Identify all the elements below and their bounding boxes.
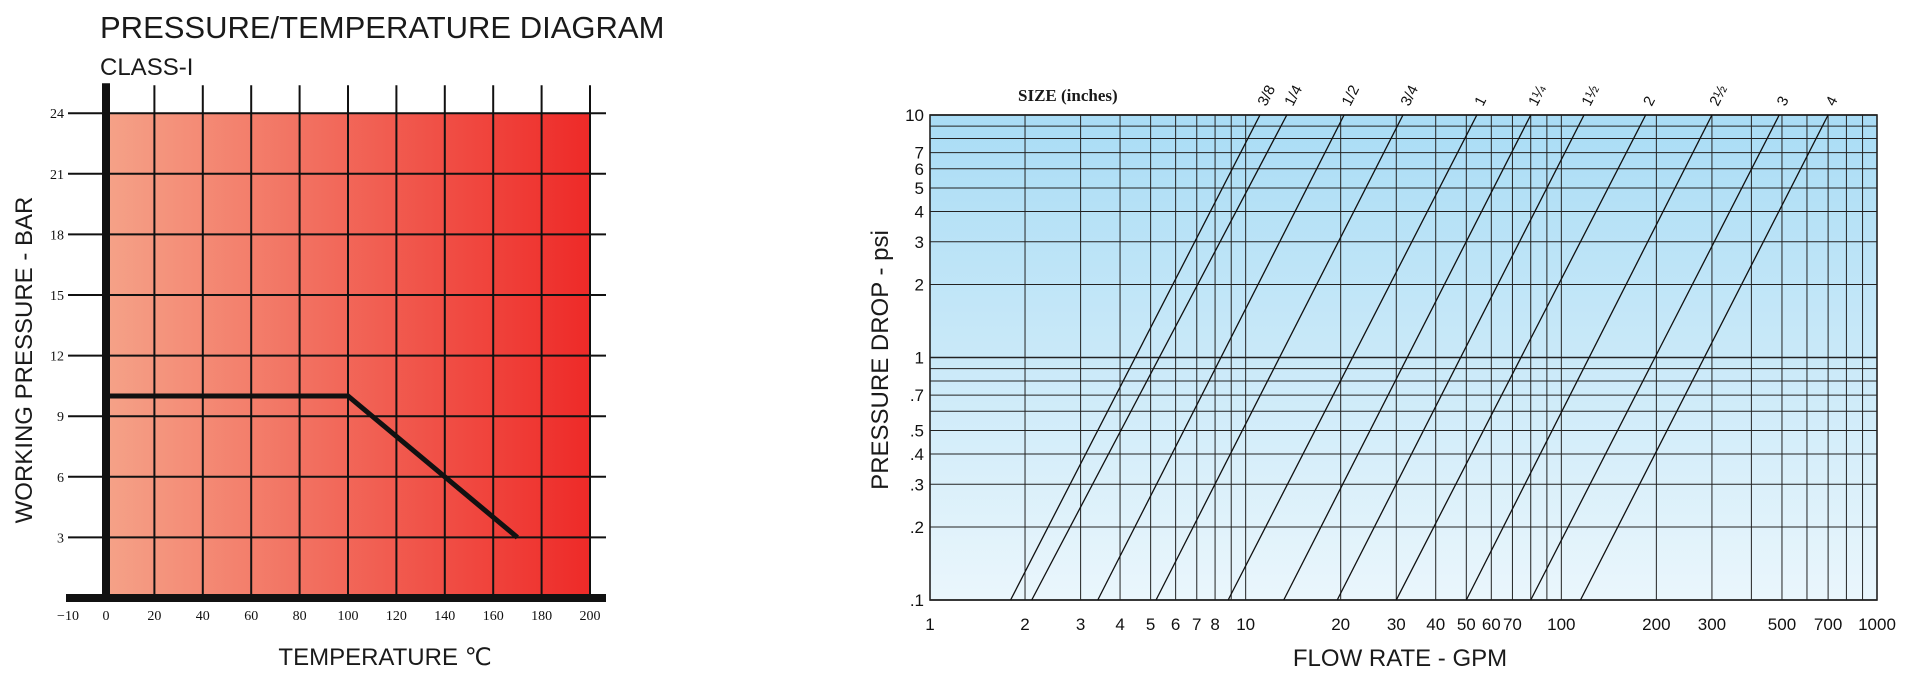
pt-chart: 3 6 9 12 15 18 21 24 −10 0 20 40 60 80 100 120 140 160 180… xyxy=(50,83,606,624)
pd-y-axis-label: PRESSURE DROP - psi xyxy=(867,230,894,490)
pd-x-tick-label: 2 xyxy=(1020,615,1029,634)
pt-x-tick-label: 160 xyxy=(483,609,504,624)
pd-x-tick-label: 10 xyxy=(1236,615,1255,634)
pd-size-line xyxy=(1530,114,1780,601)
pd-x-tick-label: 500 xyxy=(1768,615,1796,634)
pd-x-tick-label: 7 xyxy=(1192,615,1201,634)
pd-y-tick-label: .2 xyxy=(910,518,924,537)
pd-x-tick-label: 100 xyxy=(1547,615,1575,634)
pt-y-tick-label: 18 xyxy=(50,228,64,243)
pd-y-tick-label: 5 xyxy=(915,179,924,198)
pd-size-label: SIZE (inches) xyxy=(1018,86,1118,105)
pd-size-label: 2½ xyxy=(1706,82,1731,109)
pt-x-tick-label: 120 xyxy=(386,609,407,624)
pd-size-line xyxy=(1155,114,1404,601)
pd-size-label: 1 xyxy=(1471,94,1490,109)
pt-y-tick-label: 3 xyxy=(57,531,64,546)
pd-x-tick-label: 300 xyxy=(1698,615,1726,634)
pd-x-tick-label: 6 xyxy=(1171,615,1180,634)
pt-chart-title: PRESSURE/TEMPERATURE DIAGRAM xyxy=(100,10,664,45)
pt-pressure-line xyxy=(106,393,520,540)
pd-size-line xyxy=(1395,114,1647,601)
pd-size-label: 1/2 xyxy=(1338,83,1363,109)
pd-y-tick-label: .5 xyxy=(910,421,924,440)
pt-x-tick-label: 20 xyxy=(147,609,161,624)
pd-size-line xyxy=(1336,114,1585,601)
pd-x-tick-label: 1000 xyxy=(1858,615,1896,634)
pd-x-tick-label: 30 xyxy=(1387,615,1406,634)
pt-x-tick-label: 100 xyxy=(338,609,359,624)
pt-x-tick-label: 80 xyxy=(293,609,307,624)
pt-y-tick-label: 15 xyxy=(50,289,64,304)
pd-x-tick-label: 20 xyxy=(1331,615,1350,634)
pd-size-label: 4 xyxy=(1823,94,1842,109)
pd-y-tick-label: .7 xyxy=(910,386,924,405)
pd-size-line xyxy=(1097,114,1345,601)
pd-size-label: 1½ xyxy=(1578,82,1603,109)
pd-x-tick-label: 60 xyxy=(1482,615,1501,634)
pd-y-tick-label: 6 xyxy=(915,160,924,179)
pd-size-line xyxy=(1031,114,1288,601)
pt-x-tick-label: 140 xyxy=(434,609,455,624)
pd-x-tick-label: 50 xyxy=(1457,615,1476,634)
pd-y-tick-label: 4 xyxy=(915,203,924,222)
pd-x-axis-label: FLOW RATE - GPM xyxy=(1293,645,1507,672)
pd-plot-border xyxy=(929,114,1878,601)
pd-x-tick-label: 700 xyxy=(1814,615,1842,634)
pd-size-label: 2 xyxy=(1640,94,1659,109)
pd-size-label: 1/4 xyxy=(1281,82,1306,108)
pd-x-tick-label: 200 xyxy=(1642,615,1670,634)
pd-size-line xyxy=(1579,114,1829,601)
pd-size-line xyxy=(1465,114,1713,601)
pd-size-line xyxy=(1283,114,1532,601)
pd-x-tick-label: 40 xyxy=(1426,615,1445,634)
pd-y-tick-label: 2 xyxy=(915,276,924,295)
pd-size-label: 3/8 xyxy=(1254,83,1279,109)
pd-y-tick-label: 10 xyxy=(905,106,924,125)
pt-x-tick-label: 180 xyxy=(531,609,552,624)
pd-y-tick-label: 1 xyxy=(915,349,924,368)
pd-size-label: 1¼ xyxy=(1525,82,1550,109)
pd-x-tick-label: 70 xyxy=(1503,615,1522,634)
pd-y-tick-label: 7 xyxy=(915,144,924,163)
pd-x-tick-label: 8 xyxy=(1210,615,1219,634)
pd-size-line xyxy=(1010,114,1261,601)
pd-size-label: 3 xyxy=(1774,94,1793,109)
pt-y-tick-label: 12 xyxy=(50,350,64,365)
pd-y-tick-label: .4 xyxy=(910,445,924,464)
pt-x-tick-label: −10 xyxy=(57,609,79,624)
pt-chart-subtitle: CLASS-I xyxy=(100,54,193,81)
pd-size-line xyxy=(1227,114,1478,601)
pd-x-tick-label: 3 xyxy=(1076,615,1085,634)
pd-x-tick-label: 5 xyxy=(1146,615,1155,634)
pt-x-tick-label: 40 xyxy=(196,609,210,624)
pt-y-axis-label: WORKING PRESSURE - BAR xyxy=(11,197,38,524)
pt-y-tick-label: 24 xyxy=(50,107,64,122)
pt-x-axis-label: TEMPERATURE ℃ xyxy=(278,644,491,671)
pd-x-tick-label: 4 xyxy=(1115,615,1124,634)
pt-y-tick-label: 9 xyxy=(57,410,64,425)
pt-x-tick-label: 60 xyxy=(244,609,258,624)
pd-x-tick-label: 1 xyxy=(925,615,934,634)
pd-y-tick-label: .3 xyxy=(910,475,924,494)
pd-y-tick-label: 3 xyxy=(915,233,924,252)
pt-x-tick-label: 200 xyxy=(580,609,601,624)
pt-x-tick-label: 0 xyxy=(103,609,110,624)
pt-y-tick-label: 6 xyxy=(57,471,64,486)
pd-size-label: 3/4 xyxy=(1397,83,1422,109)
pd-y-tick-label: .1 xyxy=(910,591,924,610)
pt-y-tick-label: 21 xyxy=(50,168,64,183)
